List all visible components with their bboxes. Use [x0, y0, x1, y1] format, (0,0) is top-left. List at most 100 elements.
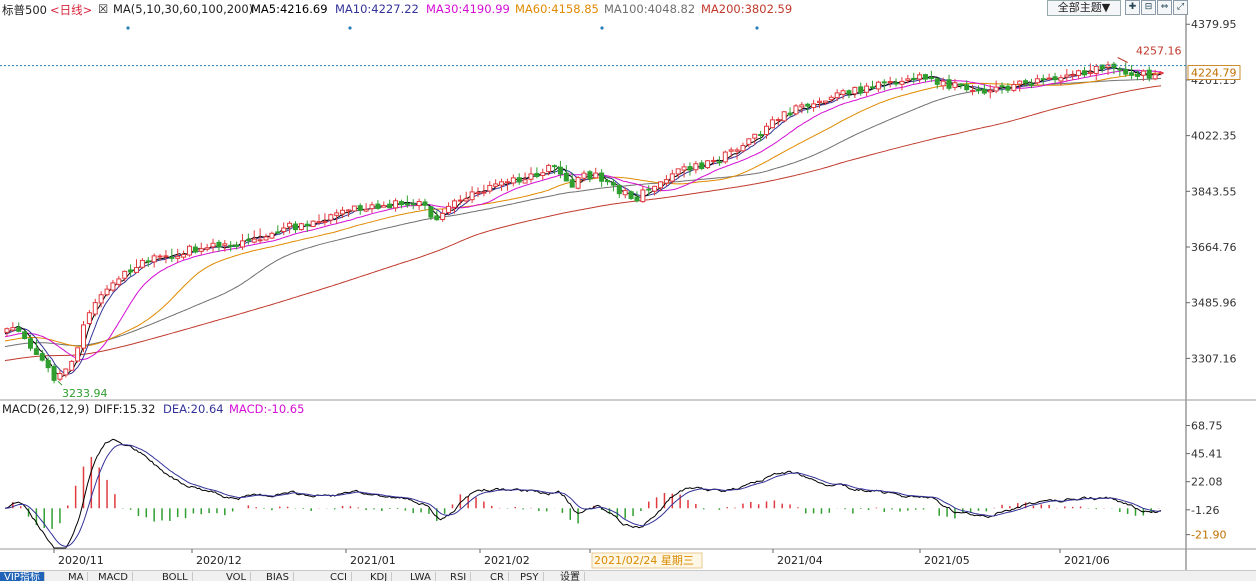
date-label: 2020/12: [196, 554, 242, 567]
candle-body: [734, 149, 740, 152]
candle-body: [881, 81, 887, 84]
candle-body: [499, 181, 505, 186]
candle-body: [86, 312, 92, 324]
candle-body: [646, 188, 652, 191]
candle-body: [575, 177, 581, 189]
candle-body: [675, 168, 681, 175]
date-label: 2021/01: [350, 554, 396, 567]
pan-icon[interactable]: ⇔: [1157, 0, 1172, 15]
candle-body: [581, 172, 587, 179]
macd-value: MACD:-10.65: [229, 402, 305, 416]
candle-body: [434, 215, 440, 221]
candle-body: [4, 328, 10, 333]
candle-body: [410, 203, 416, 206]
candle-body: [687, 166, 693, 171]
indicator-tab[interactable]: VOL: [222, 572, 252, 581]
candle-body: [51, 366, 57, 381]
indicator-tab[interactable]: MA: [64, 572, 89, 581]
candle-body: [970, 89, 976, 92]
indicator-tab[interactable]: BOLL: [158, 572, 193, 581]
candle-body: [357, 205, 363, 211]
candle-body: [328, 214, 334, 221]
candle-body: [669, 173, 675, 182]
date-label: 2021/05: [924, 554, 970, 567]
candle-body: [528, 173, 534, 180]
candle-body: [699, 162, 705, 170]
candle-body: [546, 164, 552, 173]
candle-body: [186, 245, 192, 256]
candle-body: [228, 244, 234, 247]
macd-tick-label: -1.26: [1191, 504, 1219, 517]
indicator-tab[interactable]: 设置: [556, 572, 585, 581]
price-header: 标普500 <日线> ☒ MA(5,10,30,60,100,200) MA5:…: [0, 0, 1186, 17]
ma200-line: [4, 85, 1162, 362]
candle-body: [281, 227, 287, 233]
candle-body: [1046, 77, 1052, 80]
price-tick-label: 4379.95: [1191, 18, 1237, 31]
candle-body: [1058, 77, 1064, 82]
candle-body: [781, 111, 787, 122]
candle-body: [345, 209, 351, 212]
candle-body: [510, 177, 516, 184]
candle-body: [593, 172, 599, 179]
candle-body: [287, 222, 293, 228]
candle-body: [905, 78, 911, 81]
high-label: 4257.16: [1136, 44, 1182, 57]
indicator-tab[interactable]: CCI: [326, 572, 352, 581]
candle-body: [987, 89, 993, 93]
candle-body: [911, 77, 917, 80]
candle-body: [746, 138, 752, 145]
ma10-line: [4, 67, 1162, 375]
candle-body: [887, 81, 893, 84]
event-dot: [755, 26, 759, 30]
candle-body: [563, 172, 569, 182]
indicator-tab[interactable]: RSI: [446, 572, 472, 581]
candle-body: [934, 78, 940, 85]
candle-body: [811, 103, 817, 108]
indicator-tab[interactable]: MACD: [94, 572, 133, 581]
candle-body: [334, 212, 340, 216]
candle-body: [210, 242, 216, 248]
ma-params[interactable]: MA(5,10,30,60,100,200): [113, 2, 254, 16]
candle-body: [552, 165, 558, 168]
indicator-tab[interactable]: VIP指标: [0, 572, 45, 581]
candle-body: [198, 248, 204, 252]
candle-body: [151, 255, 157, 263]
candle-body: [57, 373, 63, 380]
candle-body: [1040, 78, 1046, 81]
candle-body: [451, 200, 457, 208]
candle-body: [322, 220, 328, 223]
high-marker-line: [1117, 57, 1128, 63]
candle-body: [752, 133, 758, 139]
candle-body: [628, 191, 634, 199]
crosshair-icon[interactable]: ✚: [1125, 0, 1140, 15]
candle-body: [681, 166, 687, 171]
candle-body: [75, 347, 81, 362]
candle-body: [640, 189, 646, 203]
indicator-tab[interactable]: LWA: [406, 572, 436, 581]
candle-body: [63, 368, 69, 376]
indicator-tab[interactable]: PSY: [516, 572, 544, 581]
candle-body: [398, 201, 404, 206]
candle-body: [145, 260, 151, 263]
theme-button[interactable]: 全部主题▼: [1047, 0, 1121, 16]
indicator-tab[interactable]: KDJ: [366, 572, 393, 581]
ma-settings-icon[interactable]: ☒: [98, 2, 109, 16]
candle-body: [775, 119, 781, 122]
candle-body: [817, 100, 823, 103]
candle-body: [1028, 83, 1034, 86]
candle-body: [522, 179, 528, 184]
candle-body: [269, 232, 275, 239]
zoom-fit-icon[interactable]: ⊟: [1141, 0, 1156, 15]
candle-body: [440, 212, 446, 220]
indicator-tab[interactable]: CR: [486, 572, 509, 581]
candle-body: [45, 359, 51, 369]
current-price-box: [1187, 65, 1241, 80]
period-selector[interactable]: <日线>: [50, 3, 93, 17]
expand-icon[interactable]: ⤢: [1173, 0, 1188, 15]
candle-body: [605, 180, 611, 183]
indicator-tab[interactable]: BIAS: [262, 572, 294, 581]
candle-body: [216, 241, 222, 248]
diff-value: DIFF:15.32: [94, 402, 156, 416]
